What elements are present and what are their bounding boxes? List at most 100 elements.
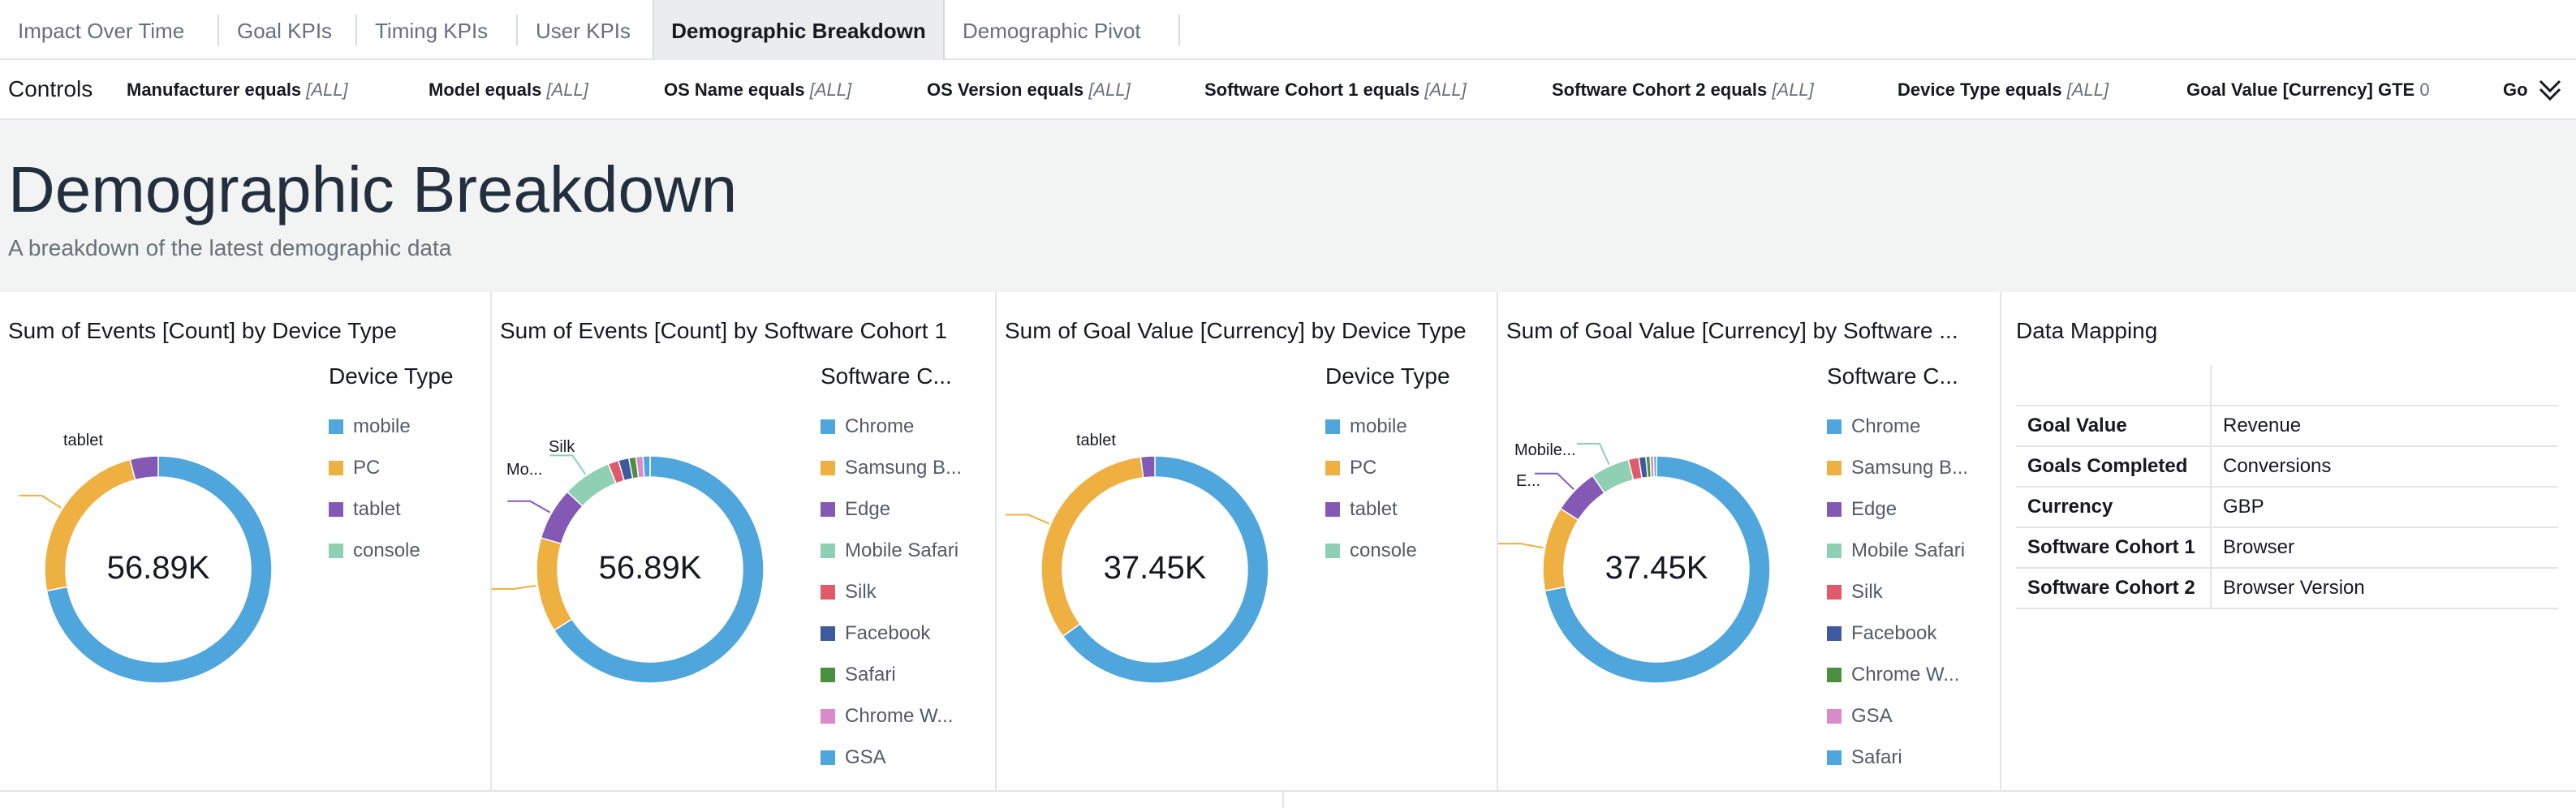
- legend-item[interactable]: tablet: [329, 497, 484, 522]
- legend-label: Safari: [1851, 746, 1902, 768]
- donut-chart[interactable]: [0, 292, 325, 790]
- slice-callout-label: Silk: [549, 438, 575, 456]
- legend-swatch: [329, 461, 343, 475]
- filter-manufacturer[interactable]: Manufacturer equals [ALL]: [127, 80, 348, 101]
- donut-slice[interactable]: [1544, 455, 1771, 684]
- legend-item[interactable]: Silk: [821, 580, 989, 604]
- filter-software-cohort-1[interactable]: Software Cohort 1 equals [ALL]: [1204, 80, 1467, 101]
- legend-swatch: [1827, 709, 1842, 724]
- legend-item[interactable]: mobile: [1325, 415, 1490, 439]
- visual-events-by-device-type[interactable]: Sum of Events [Count] by Device Type Devi…: [0, 292, 492, 790]
- filter-name: Go: [2503, 80, 2528, 100]
- legend-item[interactable]: Chrome W...: [1827, 663, 1993, 687]
- legend-swatch: [821, 626, 835, 641]
- legend-item[interactable]: Samsung B...: [821, 456, 989, 480]
- legend-item[interactable]: console: [1325, 539, 1490, 563]
- legend-label: Samsung B...: [1851, 457, 1969, 479]
- tab-separator: [516, 15, 518, 45]
- donut-chart[interactable]: [997, 292, 1321, 790]
- tab-demographic-breakdown[interactable]: Demographic Breakdown: [653, 0, 945, 60]
- legend-item[interactable]: Safari: [821, 663, 989, 687]
- tab-timing-kpis[interactable]: Timing KPIs: [375, 19, 489, 43]
- legend-item[interactable]: Mobile Safari: [1827, 539, 1993, 563]
- tab-goal-kpis[interactable]: Goal KPIs: [237, 19, 333, 43]
- legend-item[interactable]: PC: [329, 456, 484, 480]
- legend-item[interactable]: Chrome W...: [821, 704, 989, 728]
- donut-chart[interactable]: [1498, 292, 1823, 790]
- donut-slice[interactable]: [536, 537, 573, 632]
- filter-value: [ALL]: [306, 80, 348, 100]
- legend-item[interactable]: Edge: [821, 497, 989, 522]
- filter-goal-value[interactable]: Goal Value [Currency] GTE 0: [2186, 80, 2430, 101]
- donut-slice[interactable]: [642, 455, 651, 479]
- legend-label: Chrome W...: [1851, 664, 1960, 686]
- legend-item[interactable]: mobile: [329, 415, 484, 439]
- table-value-cell: Browser Version: [2211, 568, 2558, 609]
- filter-name: OS Version equals: [927, 80, 1084, 100]
- table-key-cell: Software Cohort 1: [2016, 527, 2212, 569]
- legend-label: Edge: [1851, 498, 1898, 520]
- legend-label: GSA: [1851, 705, 1893, 727]
- filter-os-name[interactable]: OS Name equals [ALL]: [664, 80, 851, 101]
- legend-item[interactable]: tablet: [1325, 497, 1490, 522]
- table-row[interactable]: Software Cohort 2 Browser Version: [2016, 568, 2558, 609]
- legend-item[interactable]: Edge: [1827, 497, 1993, 522]
- legend-item[interactable]: Facebook: [1827, 621, 1993, 646]
- visual-events-by-software-cohort-1[interactable]: Sum of Events [Count] by Software Cohort…: [492, 292, 997, 790]
- legend-item[interactable]: Mobile Safari: [821, 539, 989, 563]
- legend-title: Device Type: [329, 363, 454, 389]
- donut-slice[interactable]: [1652, 455, 1657, 478]
- legend-label: console: [1350, 539, 1417, 561]
- legend-item[interactable]: Chrome: [1827, 415, 1993, 439]
- visual-goal-value-by-software-cohort[interactable]: Sum of Goal Value [Currency] by Software…: [1498, 292, 2001, 790]
- legend-item[interactable]: Silk: [1827, 580, 1993, 604]
- table-row[interactable]: Software Cohort 1 Browser: [2016, 527, 2558, 569]
- filter-value: [ALL]: [2066, 80, 2109, 100]
- legend-swatch: [1827, 626, 1842, 641]
- leader-line: [1534, 472, 1574, 490]
- controls-title[interactable]: Controls: [8, 76, 93, 101]
- donut-slice[interactable]: [1040, 456, 1144, 638]
- table-row[interactable]: Currency GBP: [2016, 487, 2558, 528]
- filter-device-type[interactable]: Device Type equals [ALL]: [1898, 80, 2109, 101]
- legend-item[interactable]: Facebook: [821, 621, 989, 646]
- legend-title: Software C...: [821, 363, 952, 389]
- donut-slice[interactable]: [553, 455, 765, 684]
- legend-label: mobile: [353, 415, 411, 437]
- tab-demographic-pivot[interactable]: Demographic Pivot: [963, 19, 1141, 43]
- collapse-controls-icon[interactable]: [2534, 75, 2566, 107]
- donut-slice[interactable]: [129, 455, 159, 481]
- legend-swatch: [821, 709, 835, 724]
- legend-item[interactable]: GSA: [1827, 704, 1993, 728]
- table-row[interactable]: Goal Value Revenue: [2016, 406, 2558, 447]
- data-mapping-visual[interactable]: Data Mapping Goal Value Revenue Goals Com…: [2001, 292, 2576, 790]
- donut-slice[interactable]: [1062, 455, 1269, 684]
- legend-item[interactable]: Samsung B...: [1827, 456, 1993, 480]
- filter-model[interactable]: Model equals [ALL]: [429, 80, 588, 101]
- table-key-cell: Goals Completed: [2016, 446, 2212, 488]
- tab-user-kpis[interactable]: User KPIs: [536, 19, 631, 43]
- donut-slice[interactable]: [45, 455, 273, 684]
- donut-slice[interactable]: [1542, 507, 1579, 592]
- filter-software-cohort-2[interactable]: Software Cohort 2 equals [ALL]: [1552, 80, 1814, 101]
- legend-item[interactable]: GSA: [821, 746, 989, 770]
- donut-slice[interactable]: [1139, 455, 1156, 479]
- filter-name: OS Name equals: [664, 80, 805, 100]
- legend-item[interactable]: PC: [1325, 456, 1490, 480]
- filter-goals-truncated[interactable]: Go: [2503, 80, 2528, 101]
- donut-center-total: 37.45K: [1605, 550, 1708, 586]
- leader-line: [507, 500, 551, 514]
- legend-swatch: [821, 750, 835, 765]
- legend-swatch: [821, 419, 835, 434]
- legend-swatch: [329, 502, 343, 517]
- visual-goal-value-by-device-type[interactable]: Sum of Goal Value [Currency] by Device T…: [997, 292, 1498, 790]
- legend-item[interactable]: console: [329, 539, 484, 563]
- donut-chart[interactable]: [492, 292, 816, 790]
- legend-item[interactable]: Safari: [1827, 746, 1993, 770]
- table-row[interactable]: Goals Completed Conversions: [2016, 446, 2558, 488]
- filter-value: 0: [2419, 80, 2430, 100]
- filter-os-version[interactable]: OS Version equals [ALL]: [927, 80, 1131, 101]
- legend-item[interactable]: Chrome: [821, 415, 989, 439]
- legend-label: Chrome: [1851, 415, 1921, 437]
- tab-impact-over-time[interactable]: Impact Over Time: [18, 19, 185, 43]
